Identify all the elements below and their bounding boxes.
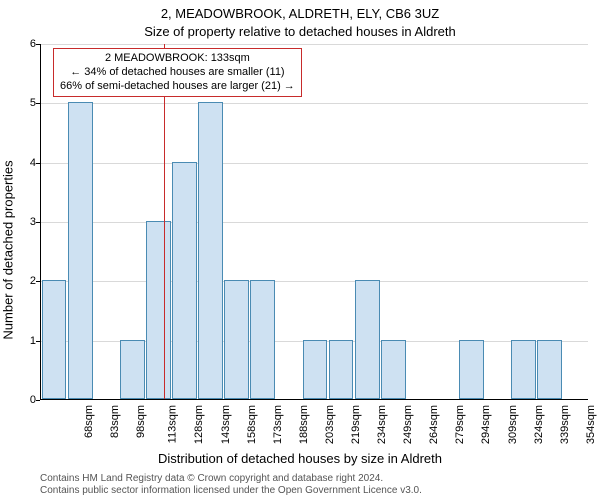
gridline <box>41 281 588 282</box>
gridline <box>41 103 588 104</box>
x-tick-label: 98sqm <box>135 405 147 438</box>
bar <box>329 340 354 399</box>
y-tick <box>36 222 40 223</box>
bar <box>172 162 197 399</box>
chart-subtitle: Size of property relative to detached ho… <box>0 24 600 39</box>
bar <box>303 340 328 399</box>
y-tick <box>36 400 40 401</box>
bar <box>537 340 562 399</box>
bar <box>224 280 249 399</box>
x-tick-label: 279sqm <box>455 405 467 444</box>
x-tick-label: 339sqm <box>559 405 571 444</box>
plot-area: 2 MEADOWBROOK: 133sqm← 34% of detached h… <box>40 44 588 400</box>
x-tick-label: 188sqm <box>298 405 310 444</box>
footer-copyright-1: Contains HM Land Registry data © Crown c… <box>40 473 383 484</box>
y-tick <box>36 44 40 45</box>
bar <box>381 340 406 399</box>
annotation-line: 2 MEADOWBROOK: 133sqm <box>60 52 295 66</box>
x-tick-label: 158sqm <box>246 405 258 444</box>
x-tick-label: 68sqm <box>83 405 95 438</box>
bar <box>146 221 171 399</box>
bar <box>42 280 67 399</box>
gridline <box>41 44 588 45</box>
annotation-line: ← 34% of detached houses are smaller (11… <box>60 66 295 80</box>
x-tick-label: 128sqm <box>194 405 206 444</box>
x-tick-label: 203sqm <box>324 405 336 444</box>
x-axis-label: Distribution of detached houses by size … <box>0 451 600 466</box>
x-tick-label: 173sqm <box>272 405 284 444</box>
bar <box>459 340 484 399</box>
y-axis-label: Number of detached properties <box>1 160 16 339</box>
x-tick-label: 113sqm <box>167 405 179 443</box>
bar <box>250 280 275 399</box>
annotation-line: 66% of semi-detached houses are larger (… <box>60 80 295 94</box>
footer-copyright-2: Contains public sector information licen… <box>40 485 422 496</box>
bar <box>511 340 536 399</box>
property-marker-line <box>164 44 165 399</box>
x-tick-label: 234sqm <box>376 405 388 444</box>
gridline <box>41 163 588 164</box>
bar <box>120 340 145 399</box>
gridline <box>41 222 588 223</box>
bar <box>68 102 93 399</box>
x-tick-label: 354sqm <box>585 405 597 444</box>
y-tick <box>36 103 40 104</box>
x-tick-label: 264sqm <box>428 405 440 444</box>
x-tick-label: 249sqm <box>402 405 414 444</box>
bar <box>355 280 380 399</box>
annotation-box: 2 MEADOWBROOK: 133sqm← 34% of detached h… <box>53 48 302 97</box>
x-tick-label: 143sqm <box>220 405 232 444</box>
chart-title: 2, MEADOWBROOK, ALDRETH, ELY, CB6 3UZ <box>0 6 600 21</box>
property-size-chart: 2, MEADOWBROOK, ALDRETH, ELY, CB6 3UZ Si… <box>0 0 600 500</box>
y-tick <box>36 281 40 282</box>
y-tick <box>36 163 40 164</box>
x-tick-label: 324sqm <box>533 405 545 444</box>
x-tick-label: 294sqm <box>481 405 493 444</box>
bar <box>198 102 223 399</box>
x-tick-label: 83sqm <box>109 405 121 438</box>
y-tick <box>36 341 40 342</box>
x-tick-label: 219sqm <box>350 405 362 444</box>
x-tick-label: 309sqm <box>507 405 519 444</box>
